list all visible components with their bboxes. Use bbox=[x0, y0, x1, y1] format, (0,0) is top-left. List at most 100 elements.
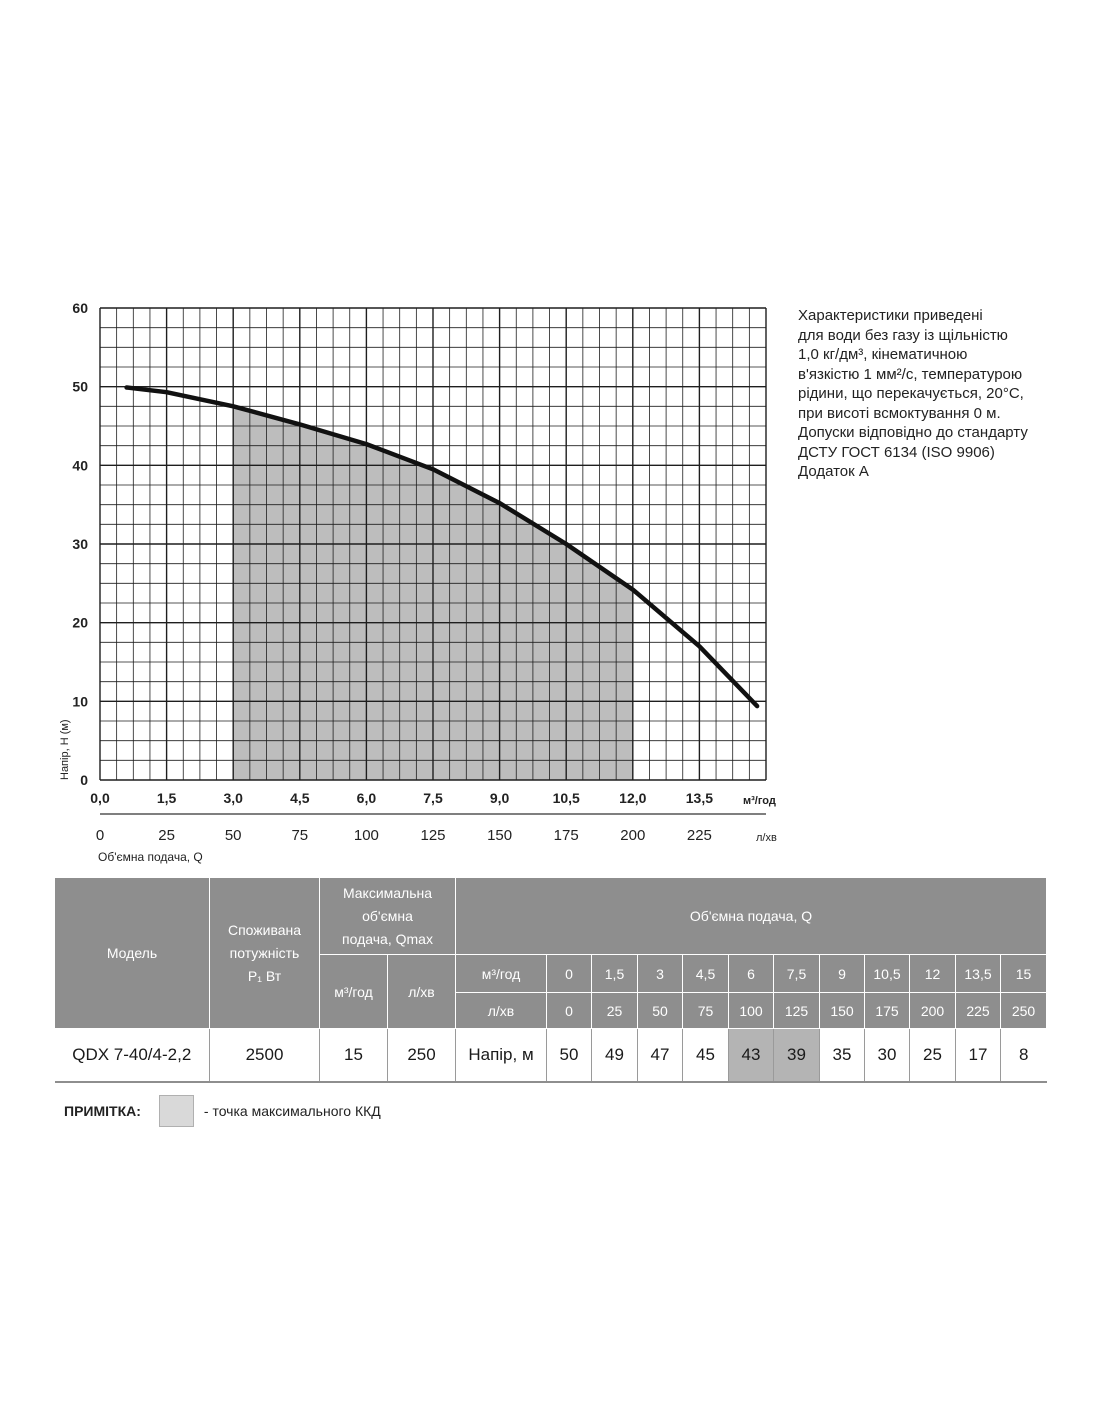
flow-m3-cell: 1,5 bbox=[591, 954, 638, 993]
head-value-cell: 8 bbox=[999, 1028, 1047, 1083]
y-tick-label: 10 bbox=[72, 693, 88, 709]
head-value-cell: 25 bbox=[909, 1028, 956, 1083]
head-value-cell: 49 bbox=[591, 1028, 638, 1083]
head-value-cell: 43 bbox=[728, 1028, 774, 1083]
y-tick-label: 0 bbox=[80, 772, 88, 788]
x-tick-label-primary: 6,0 bbox=[357, 790, 377, 806]
note-line: рідини, що перекачується, 20°С, bbox=[798, 385, 1024, 402]
power-header-line: Споживана bbox=[227, 921, 302, 938]
head-label-cell: Напір, м bbox=[455, 1028, 547, 1083]
power-header-line: потужність bbox=[229, 944, 300, 961]
legend-swatch bbox=[158, 1095, 194, 1127]
x-tick-label-secondary: 100 bbox=[354, 827, 379, 844]
qmax-m3-cell: 15 bbox=[319, 1028, 388, 1083]
x-tick-label-secondary: 225 bbox=[687, 827, 712, 844]
x-tick-label-primary: 1,5 bbox=[157, 790, 177, 806]
flow-lmin-cell: 75 bbox=[682, 992, 729, 1029]
flow-lmin-cell: 225 bbox=[955, 992, 1001, 1029]
x-tick-label-secondary: 200 bbox=[620, 827, 645, 844]
flow-header: Об'ємна подача, Q bbox=[454, 877, 1048, 955]
note-line: Допуски відповідно до стандарту bbox=[798, 424, 1028, 441]
legend-label: ПРИМІТКА: bbox=[64, 1103, 141, 1119]
head-value-cell: 39 bbox=[773, 1028, 820, 1083]
performance-table: Модель Споживана потужність P₁ Вт Максим… bbox=[54, 877, 1048, 1083]
curve-layer bbox=[124, 385, 760, 709]
qmax-header-line: подача, Qmax bbox=[342, 930, 433, 947]
flow-m3-cell: 13,5 bbox=[955, 954, 1001, 993]
flow-lmin-cell: 0 bbox=[546, 992, 592, 1029]
note-line: при висоті всмоктування 0 м. bbox=[798, 404, 1001, 422]
flow-lmin-cell: 125 bbox=[773, 992, 820, 1029]
note-line: для води без газу із щільністю bbox=[798, 326, 1008, 344]
qmax-unit-m3: м³/год bbox=[319, 954, 388, 1029]
qmax-header-line: Максимальна bbox=[342, 884, 433, 901]
x-axis-unit-secondary: л/хв bbox=[756, 832, 777, 844]
power-header-line: P₁ Вт bbox=[247, 967, 282, 984]
flow-m3-cell: 6 bbox=[728, 954, 774, 993]
qmax-header: Максимальна об'ємна подача, Qmax bbox=[319, 877, 456, 955]
note-line: 1,0 кг/дм³, кінематичною bbox=[798, 346, 968, 363]
flow-lmin-cell: 175 bbox=[864, 992, 910, 1029]
axis-layer: 0 10 20 30 40 50 60 0,0 1,5 3,0 4,5 6,0 7,5 9,0 10,5 12… bbox=[72, 300, 766, 844]
flow-m3-cell: 15 bbox=[999, 954, 1048, 993]
x-tick-label-primary: 13,5 bbox=[686, 790, 713, 806]
flow-lmin-cell: 200 bbox=[909, 992, 956, 1029]
row-label-lmin: л/хв bbox=[455, 992, 547, 1029]
y-tick-label: 40 bbox=[72, 457, 88, 473]
performance-curve bbox=[124, 385, 760, 709]
flow-m3-cell: 10,5 bbox=[864, 954, 910, 993]
x-tick-label-secondary: 150 bbox=[487, 827, 512, 844]
y-tick-label: 30 bbox=[72, 536, 88, 552]
note-line: Додаток А bbox=[798, 463, 869, 480]
head-value-cell: 30 bbox=[864, 1028, 910, 1083]
qmax-unit-lmin: л/хв bbox=[387, 954, 456, 1029]
note-line: в'язкістю 1 мм²/с, температурою bbox=[798, 365, 1023, 383]
flow-lmin-cell: 150 bbox=[819, 992, 865, 1029]
x-tick-label-secondary: 50 bbox=[225, 827, 242, 844]
model-header: Модель bbox=[54, 877, 210, 1029]
y-tick-label: 20 bbox=[72, 615, 88, 631]
pump-performance-chart: 0 10 20 30 40 50 60 0,0 1,5 3,0 4,5 6,0 7,5 9,0 10,5 12… bbox=[59, 300, 777, 864]
flow-m3-cell: 0 bbox=[546, 954, 592, 993]
flow-m3-cell: 12 bbox=[909, 954, 956, 993]
head-value-cell: 17 bbox=[955, 1028, 1001, 1083]
x-axis-label: Об'ємна подача, Q bbox=[98, 850, 203, 864]
y-tick-label: 50 bbox=[72, 379, 88, 395]
note-line: ДСТУ ГОСТ 6134 (ISO 9906) bbox=[798, 443, 995, 461]
x-tick-label-primary: 4,5 bbox=[290, 790, 310, 806]
x-tick-label-secondary: 175 bbox=[554, 827, 579, 844]
qmax-lmin-cell: 250 bbox=[387, 1028, 456, 1083]
y-axis-label: Напір, Н (м) bbox=[59, 719, 71, 780]
flow-lmin-cell: 100 bbox=[728, 992, 774, 1029]
x-tick-label-primary: 7,5 bbox=[423, 790, 443, 806]
head-value-cell: 35 bbox=[819, 1028, 865, 1083]
note-line: Характеристики приведені bbox=[798, 307, 983, 324]
head-value-cell: 47 bbox=[637, 1028, 683, 1083]
x-tick-label-primary: 9,0 bbox=[490, 790, 510, 806]
flow-lmin-cell: 50 bbox=[637, 992, 683, 1029]
flow-m3-cell: 4,5 bbox=[682, 954, 729, 993]
qmax-header-line: об'ємна bbox=[362, 907, 413, 924]
table-row: QDX 7-40/4-2,2 2500 15 250 Напір, м 50 4… bbox=[54, 1028, 1047, 1083]
row-label-m3: м³/год bbox=[455, 954, 547, 993]
y-tick-label: 60 bbox=[72, 300, 88, 316]
flow-m3-cell: 3 bbox=[637, 954, 683, 993]
x-tick-label-primary: 3,0 bbox=[223, 790, 243, 806]
x-tick-label-primary: 0,0 bbox=[90, 790, 110, 806]
x-tick-label-primary: 12,0 bbox=[619, 790, 646, 806]
x-tick-label-secondary: 125 bbox=[420, 827, 445, 844]
model-cell: QDX 7-40/4-2,2 bbox=[54, 1028, 210, 1083]
x-tick-label-secondary: 25 bbox=[158, 827, 175, 844]
flow-m3-cell: 7,5 bbox=[773, 954, 820, 993]
x-tick-label-secondary: 0 bbox=[96, 827, 104, 844]
flow-lmin-cell: 25 bbox=[591, 992, 638, 1029]
power-cell: 2500 bbox=[209, 1028, 320, 1083]
x-tick-label-primary: 10,5 bbox=[553, 790, 580, 806]
legend: ПРИМІТКА: - точка максимального ККД bbox=[64, 1095, 381, 1127]
flow-lmin-cell: 250 bbox=[999, 992, 1048, 1029]
conditions-note: Характеристики приведені для води без га… bbox=[798, 306, 1068, 482]
flow-m3-cell: 9 bbox=[819, 954, 865, 993]
power-header: Споживана потужність P₁ Вт bbox=[209, 877, 320, 1029]
legend-text: - точка максимального ККД bbox=[203, 1103, 381, 1119]
head-value-cell: 50 bbox=[546, 1028, 592, 1083]
